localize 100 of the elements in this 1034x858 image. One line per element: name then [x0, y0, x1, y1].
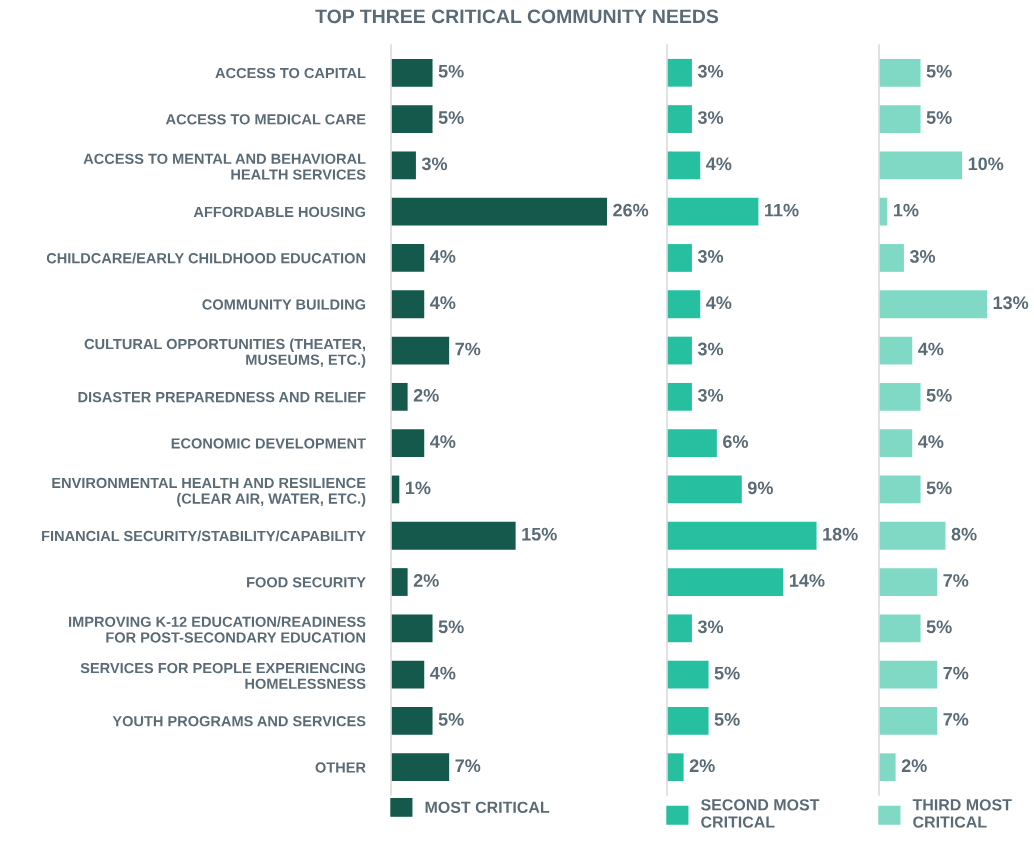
y-tick-label: FOOD SECURITY	[247, 577, 366, 588]
bar	[879, 105, 921, 133]
data-label: 1%	[406, 481, 431, 495]
y-tick-label: CULTURAL OPPORTUNITIES (THEATER, MUSEUMS, ETC.)	[84, 338, 366, 368]
bar	[667, 568, 784, 596]
bar	[391, 336, 450, 365]
data-label: 14%	[790, 574, 825, 587]
data-label: 2%	[413, 388, 439, 402]
legend-label: MOST CRITICAL	[425, 801, 550, 813]
bar	[879, 290, 987, 319]
data-label: 18%	[823, 527, 858, 541]
data-label: 4%	[430, 250, 456, 263]
data-label: 9%	[747, 481, 773, 495]
data-label: 1%	[894, 203, 919, 217]
bar	[391, 568, 408, 596]
bar	[667, 660, 709, 689]
bar	[667, 290, 701, 319]
bar	[879, 521, 946, 550]
bar	[879, 151, 963, 180]
y-tick-label: COMMUNITY BUILDING	[202, 299, 366, 310]
legend-label: THIRD MOST CRITICAL	[912, 799, 1012, 828]
chart-title: TOP THREE CRITICAL COMMUNITY NEEDS	[315, 9, 719, 24]
bar	[879, 475, 921, 504]
bar	[667, 614, 692, 643]
bar	[667, 707, 709, 735]
bar	[667, 382, 692, 411]
data-label: 8%	[951, 527, 977, 541]
bar	[879, 660, 938, 689]
bar	[667, 244, 692, 272]
y-tick-label: SERVICES FOR PEOPLE EXPERIENCING HOMELESSNESS	[80, 662, 366, 689]
data-label: 3%	[697, 250, 724, 263]
data-label: 10%	[968, 157, 1004, 171]
data-label: 7%	[943, 713, 969, 726]
data-label: 13%	[993, 296, 1029, 310]
bar	[391, 614, 433, 643]
data-label: 2%	[689, 759, 715, 773]
bar	[667, 105, 692, 133]
data-label: 5%	[438, 713, 464, 726]
bar	[667, 475, 742, 504]
data-label: 4%	[430, 666, 456, 680]
data-label: 5%	[438, 64, 464, 78]
data-label: 5%	[926, 64, 952, 78]
data-label: 3%	[697, 388, 724, 402]
y-tick-label: ECONOMIC DEVELOPMENT	[171, 438, 366, 449]
bar	[391, 382, 408, 411]
bar	[667, 429, 717, 458]
data-label: 2%	[901, 759, 927, 773]
data-label: 5%	[926, 481, 952, 495]
data-label: 3%	[697, 64, 724, 78]
data-label: 6%	[723, 435, 749, 448]
y-tick-label: ACCESS TO CAPITAL	[215, 67, 366, 79]
bar	[667, 753, 684, 782]
y-tick-label: OTHER	[315, 762, 366, 773]
bar	[667, 197, 759, 226]
bar	[667, 58, 692, 87]
data-label: 4%	[430, 435, 456, 448]
data-label: 3%	[697, 111, 724, 124]
data-label: 11%	[765, 203, 799, 217]
bar	[879, 707, 938, 735]
data-label: 26%	[613, 203, 649, 217]
y-tick-label: YOUTH PROGRAMS AND SERVICES	[112, 716, 366, 727]
data-label: 5%	[714, 713, 740, 726]
bar	[879, 753, 896, 782]
data-label: 4%	[918, 435, 944, 448]
y-tick-label: ENVIRONMENTAL HEALTH AND RESILIENCE (CLEAR AIR, WATER, ETC.)	[52, 477, 366, 507]
data-label: 4%	[706, 296, 732, 310]
data-label: 2%	[413, 574, 439, 587]
data-label: 4%	[918, 342, 944, 356]
bar	[391, 151, 416, 180]
y-tick-label: FINANCIAL SECURITY/STABILITY/CAPABILITY	[42, 530, 366, 542]
bar	[391, 105, 433, 133]
data-label: 7%	[943, 666, 969, 680]
bar	[879, 244, 904, 272]
data-label: 7%	[943, 574, 969, 587]
bar	[879, 58, 921, 87]
bar	[391, 58, 433, 87]
bar	[667, 151, 701, 180]
bar	[667, 336, 692, 365]
data-label: 3%	[697, 620, 724, 634]
data-label: 5%	[926, 620, 952, 634]
data-label: 7%	[455, 342, 481, 356]
data-label: 4%	[706, 157, 732, 171]
y-tick-label: AFFORDABLE HOUSING	[193, 206, 366, 218]
data-label: 15%	[522, 527, 557, 541]
y-tick-label: ACCESS TO MEDICAL CARE	[165, 114, 366, 125]
bar	[879, 614, 921, 643]
bar	[879, 382, 921, 411]
data-label: 5%	[714, 666, 740, 680]
bar	[391, 429, 425, 458]
bar	[879, 336, 913, 365]
data-label: 3%	[697, 342, 724, 356]
y-tick-label: CHILDCARE/EARLY CHILDHOOD EDUCATION	[46, 252, 366, 264]
bar	[667, 521, 817, 550]
data-label: 5%	[926, 388, 952, 402]
data-label: 5%	[926, 111, 952, 124]
data-label: 5%	[438, 620, 464, 634]
bar	[391, 660, 425, 689]
bar	[391, 521, 516, 550]
y-tick-label: DISASTER PREPAREDNESS AND RELIEF	[78, 391, 366, 403]
bar	[879, 429, 913, 458]
